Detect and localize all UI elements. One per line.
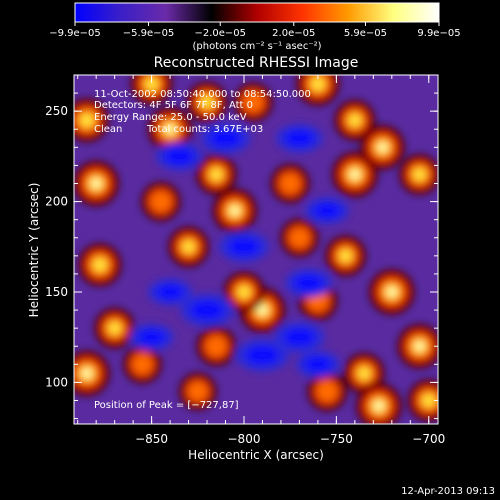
annotations: 11-Oct-2002 08:50:40.000 to 08:54:50.000…: [94, 89, 311, 411]
timestamp: 12-Apr-2013 09:13: [401, 486, 495, 497]
negative-blob: [285, 268, 333, 298]
emission-blob: [355, 382, 402, 424]
plot-area: −850 −800 −750 −700 100 150 200 250: [45, 74, 445, 446]
heatmap: [74, 75, 438, 424]
peak-position: Position of Peak = [−727,87]: [94, 400, 239, 411]
x-tick-label: −850: [135, 432, 168, 446]
emission-blob: [397, 323, 438, 369]
emission-blob: [368, 268, 415, 315]
colorbar-tick-label: 9.9e−05: [417, 28, 460, 39]
negative-blob: [200, 122, 251, 154]
emission-blob: [233, 82, 273, 122]
x-tick-label: −700: [412, 432, 445, 446]
negative-blob: [180, 293, 234, 327]
y-axis-label: Heliocentric Y (arcsec): [27, 183, 41, 318]
y-tick-label: 150: [45, 285, 68, 299]
colorbar-tick-label: 2.0e−05: [272, 28, 315, 39]
y-axis: 100 150 200 250: [45, 74, 438, 420]
emission-blob: [296, 75, 340, 106]
x-axis-label: Heliocentric X (arcsec): [188, 448, 324, 462]
x-tick-label: −800: [228, 432, 261, 446]
negative-blob: [219, 231, 269, 263]
colorbar-tick-label: −5.9e−05: [123, 28, 175, 39]
x-tick-label: −750: [320, 432, 353, 446]
negative-blob: [276, 123, 323, 153]
energy-range: Energy Range: 25.0 - 50.0 keV: [94, 112, 247, 123]
emission-blob: [94, 307, 136, 349]
colorbar-gradient: [74, 2, 440, 23]
emission-blob: [212, 188, 258, 234]
emission-blob: [195, 153, 237, 196]
emission-blob: [186, 81, 228, 123]
emission-blob: [270, 163, 310, 204]
emission-blob: [167, 226, 210, 268]
colorbar: −9.9e−05 −5.9e−05 −2.0e−05 2.0e−05 5.9e−05 9.…: [49, 2, 461, 52]
total-counts: Total counts: 3.67E+03: [146, 124, 263, 135]
colorbar-unit-label: (photons cm⁻² s⁻¹ asec⁻²): [192, 41, 321, 52]
negative-blob: [235, 338, 289, 372]
emission-blob: [398, 153, 438, 196]
emission-blob: [78, 243, 122, 287]
emission-blob: [196, 326, 237, 367]
emission-blob: [334, 99, 376, 141]
negative-blob: [296, 350, 340, 378]
emission-blob: [325, 235, 367, 277]
negative-blob: [148, 278, 192, 306]
emission-blob: [280, 218, 319, 258]
negative-blob: [129, 323, 174, 351]
y-tick-label: 250: [45, 104, 68, 118]
plot-frame: [73, 74, 439, 425]
negative-blob: [274, 321, 325, 353]
emission-blob: [140, 181, 181, 222]
emission-blob: [74, 350, 110, 397]
emission-blob: [74, 160, 120, 207]
colorbar-tick-label: 5.9e−05: [344, 28, 387, 39]
emission-blob: [223, 271, 265, 313]
time-range: 11-Oct-2002 08:50:40.000 to 08:54:50.000: [94, 89, 311, 100]
detectors: Detectors: 4F 5F 6F 7F 8F, Att 0: [94, 100, 253, 111]
emission-blob: [147, 106, 193, 152]
emission-blob: [122, 344, 162, 384]
x-axis: −850 −800 −750 −700: [77, 75, 445, 446]
colorbar-ticks: −9.9e−05 −5.9e−05 −2.0e−05 2.0e−05 5.9e−05 9.…: [49, 22, 461, 39]
emission-blob: [407, 379, 438, 422]
emission-blob: [360, 124, 405, 170]
colorbar-tick-label: −2.0e−05: [194, 28, 246, 39]
method: Clean: [94, 124, 122, 135]
y-tick-label: 200: [45, 195, 68, 209]
negative-blob: [155, 141, 203, 171]
colorbar-tick-label: −9.9e−05: [49, 28, 101, 39]
negative-blob: [305, 197, 349, 225]
emission-blob: [307, 371, 348, 412]
emission-blob: [331, 151, 378, 198]
emission-blob: [178, 372, 217, 411]
y-tick-label: 100: [45, 375, 68, 389]
emission-blob: [130, 75, 173, 106]
chart-title: Reconstructed RHESSI Image: [154, 55, 359, 71]
